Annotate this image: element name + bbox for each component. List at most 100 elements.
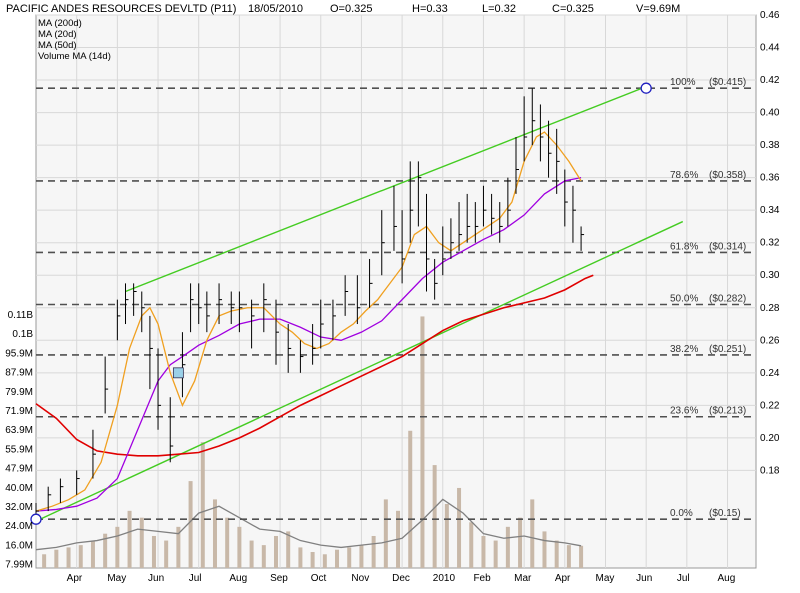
open-value: O=0.325: [330, 3, 373, 15]
volume-bar: [554, 540, 559, 568]
volume-tick-label: 95.9M: [5, 348, 33, 359]
x-tick-label: Aug: [229, 573, 247, 584]
plot-area: [35, 14, 757, 569]
quote-date: 18/05/2010: [248, 3, 304, 15]
fib-level-value: ($0.282): [709, 294, 746, 305]
legend-volume-ma: Volume MA (14d): [38, 51, 111, 62]
y-tick-label: 0.32: [760, 238, 780, 249]
volume-tick-label: 16.0M: [5, 540, 33, 551]
x-tick-label: Sep: [270, 573, 288, 584]
volume-bar: [90, 540, 95, 568]
volume-bar: [322, 554, 327, 568]
y-tick-label: 0.44: [760, 43, 780, 54]
volume-bar: [225, 517, 230, 568]
volume-bar: [103, 533, 108, 568]
trend-channel-line: [39, 220, 684, 520]
fib-level-label: 23.6%: [670, 406, 698, 417]
fib-level-label: 78.6%: [670, 170, 698, 181]
legend: MA (200d) MA (20d) MA (50d) Volume MA (1…: [38, 18, 111, 62]
volume-bar: [286, 531, 291, 568]
y-tick-label: 0.40: [760, 108, 780, 119]
fib-level-value: ($0.314): [709, 241, 746, 252]
volume-bar: [493, 540, 498, 568]
volume-bar: [212, 499, 217, 568]
volume-tick-label: 7.99M: [5, 560, 33, 571]
volume-bar: [481, 535, 486, 568]
fib-level-value: ($0.15): [709, 508, 741, 519]
close-value: C=0.325: [552, 3, 594, 15]
volume-bar: [542, 531, 547, 568]
x-tick-label: Jun: [636, 573, 652, 584]
annotation-marker: [172, 367, 184, 379]
volume-tick-label: 79.9M: [5, 387, 33, 398]
legend-ma20: MA (20d): [38, 29, 77, 40]
volume-bar: [420, 316, 425, 568]
x-tick-label: May: [595, 573, 614, 584]
volume-bar: [335, 549, 340, 568]
volume-ma-line: [35, 498, 582, 551]
x-tick-label: May: [107, 573, 126, 584]
y-tick-label: 0.24: [760, 368, 780, 379]
fib-level-label: 0.0%: [670, 508, 693, 519]
volume-bar: [249, 540, 254, 568]
volume-bar: [457, 487, 462, 568]
x-tick-label: Aug: [718, 573, 736, 584]
volume-bar: [261, 545, 266, 568]
x-tick-label: Apr: [555, 573, 571, 584]
volume-tick-label: 71.9M: [5, 406, 33, 417]
volume-bar: [139, 517, 144, 568]
y-tick-label: 0.34: [760, 205, 780, 216]
y-tick-label: 0.46: [760, 10, 780, 21]
fib-anchor-marker: [640, 82, 652, 94]
x-tick-label: Feb: [473, 573, 491, 584]
volume-bar: [579, 545, 584, 568]
volume-bar: [115, 526, 120, 568]
volume-tick-label: 87.9M: [5, 368, 33, 379]
volume-bar: [42, 554, 47, 568]
legend-ma200: MA (200d): [38, 18, 82, 29]
volume-bar: [310, 551, 315, 568]
ticker-name: PACIFIC ANDES RESOURCES DEVLTD (P11): [6, 3, 237, 15]
fib-level-label: 38.2%: [670, 344, 698, 355]
volume-bar: [188, 481, 193, 568]
volume-bar: [566, 545, 571, 568]
high-value: H=0.33: [412, 3, 448, 15]
y-tick-label: 0.28: [760, 303, 780, 314]
volume-bar: [432, 465, 437, 568]
fib-level-value: ($0.251): [709, 344, 746, 355]
x-tick-label: Dec: [392, 573, 410, 584]
y-tick-label: 0.22: [760, 400, 780, 411]
x-tick-label: Jul: [677, 573, 690, 584]
x-tick-label: 2010: [433, 573, 456, 584]
y-tick-label: 0.26: [760, 335, 780, 346]
volume-bar: [164, 540, 169, 568]
volume-bar: [127, 510, 132, 568]
volume-bar: [176, 526, 181, 568]
low-value: L=0.32: [482, 3, 516, 15]
fib-level-value: ($0.213): [709, 406, 746, 417]
volume-bar: [200, 442, 205, 568]
x-tick-label: Jul: [189, 573, 202, 584]
volume-bar: [469, 522, 474, 568]
y-tick-label: 0.36: [760, 173, 780, 184]
legend-ma50: MA (50d): [38, 40, 77, 51]
volume-value: V=9.69M: [636, 3, 681, 15]
volume-bar: [347, 547, 352, 568]
ma200-line: [35, 274, 594, 457]
volume-bar: [151, 535, 156, 568]
fib-anchor-marker: [30, 513, 42, 525]
fib-level-value: ($0.415): [709, 77, 746, 88]
volume-bar: [408, 430, 413, 568]
y-tick-label: 0.38: [760, 140, 780, 151]
volume-bar: [518, 517, 523, 568]
volume-tick-label: 63.9M: [5, 425, 33, 436]
x-tick-label: Jun: [148, 573, 164, 584]
fib-level-label: 100%: [670, 77, 696, 88]
x-tick-label: Mar: [514, 573, 532, 584]
volume-tick-label: 47.9M: [5, 464, 33, 475]
volume-tick-label: 55.9M: [5, 444, 33, 455]
ma20-line: [35, 131, 582, 512]
volume-bar: [54, 549, 59, 568]
volume-bar: [444, 503, 449, 568]
